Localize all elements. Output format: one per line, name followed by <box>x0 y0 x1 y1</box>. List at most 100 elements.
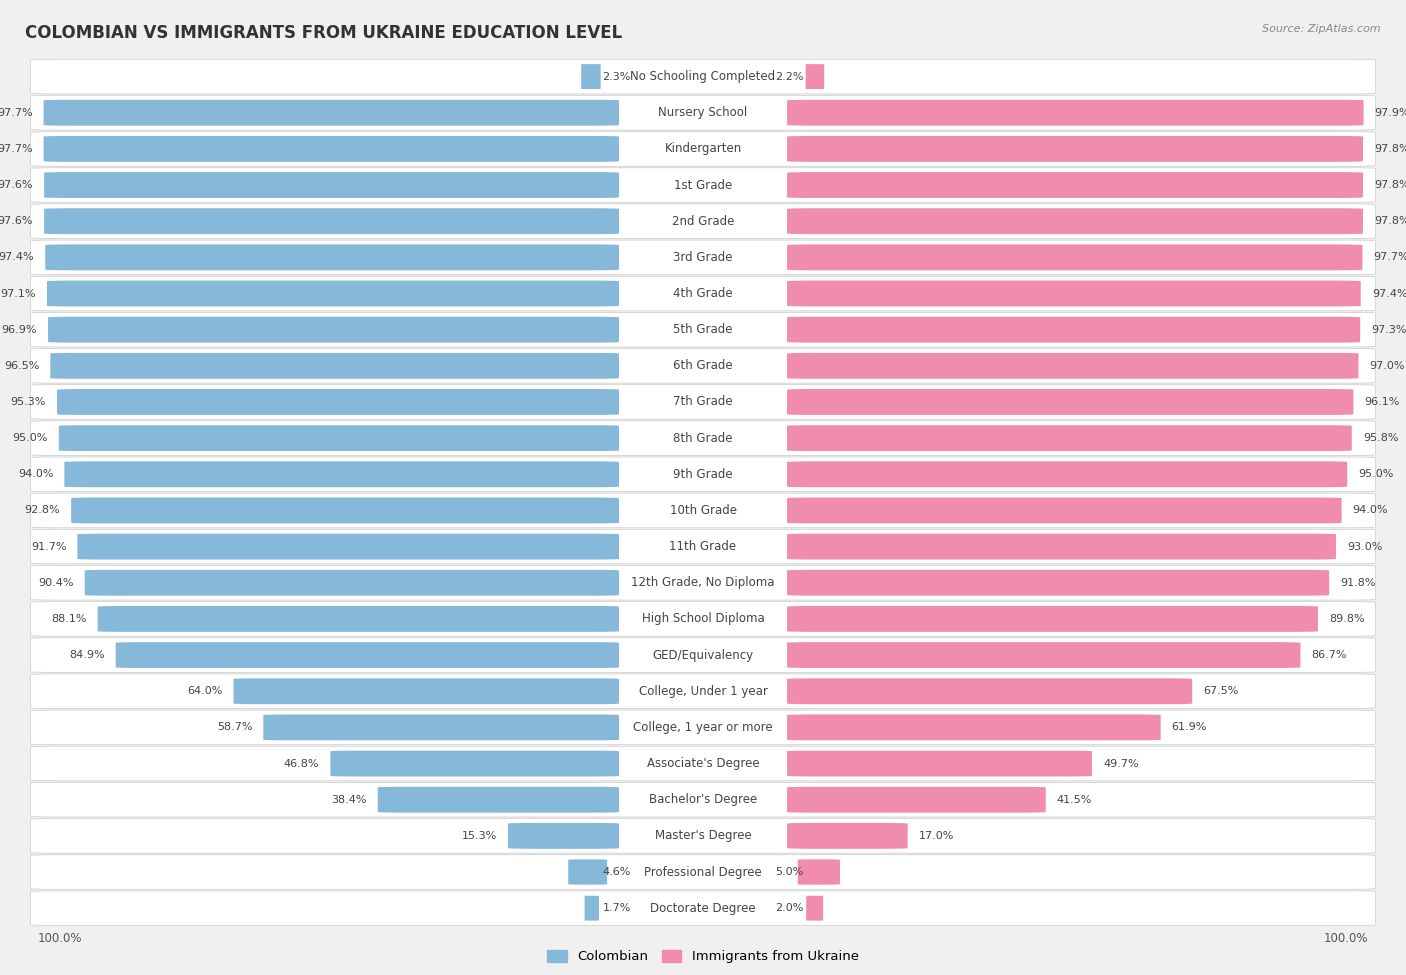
FancyBboxPatch shape <box>31 819 1375 853</box>
FancyBboxPatch shape <box>44 136 619 162</box>
FancyBboxPatch shape <box>31 96 1375 130</box>
FancyBboxPatch shape <box>58 389 619 415</box>
Text: Bachelor's Degree: Bachelor's Degree <box>650 794 756 806</box>
Text: 67.5%: 67.5% <box>1204 686 1239 696</box>
FancyBboxPatch shape <box>797 859 839 884</box>
FancyBboxPatch shape <box>72 497 619 524</box>
FancyBboxPatch shape <box>84 569 619 596</box>
Text: Nursery School: Nursery School <box>658 106 748 119</box>
Text: 93.0%: 93.0% <box>1347 541 1382 552</box>
Text: 96.5%: 96.5% <box>4 361 39 370</box>
Text: 49.7%: 49.7% <box>1102 759 1139 768</box>
FancyBboxPatch shape <box>31 782 1375 817</box>
FancyBboxPatch shape <box>65 461 619 488</box>
FancyBboxPatch shape <box>787 209 1362 234</box>
Text: 91.8%: 91.8% <box>1340 578 1375 588</box>
FancyBboxPatch shape <box>787 497 1341 524</box>
FancyBboxPatch shape <box>115 643 619 668</box>
Text: 64.0%: 64.0% <box>187 686 222 696</box>
FancyBboxPatch shape <box>787 281 1361 306</box>
FancyBboxPatch shape <box>44 173 619 198</box>
FancyBboxPatch shape <box>31 59 1375 94</box>
FancyBboxPatch shape <box>51 353 619 378</box>
FancyBboxPatch shape <box>233 679 619 704</box>
FancyBboxPatch shape <box>787 823 908 849</box>
Text: 84.9%: 84.9% <box>69 650 104 660</box>
Text: 8th Grade: 8th Grade <box>673 432 733 445</box>
Text: 3rd Grade: 3rd Grade <box>673 251 733 264</box>
FancyBboxPatch shape <box>77 533 619 560</box>
Text: Master's Degree: Master's Degree <box>655 830 751 842</box>
Text: Kindergarten: Kindergarten <box>665 142 741 155</box>
Text: 97.8%: 97.8% <box>1374 144 1406 154</box>
Text: 15.3%: 15.3% <box>461 831 496 840</box>
FancyBboxPatch shape <box>31 276 1375 311</box>
FancyBboxPatch shape <box>787 389 1354 415</box>
Text: 7th Grade: 7th Grade <box>673 396 733 409</box>
FancyBboxPatch shape <box>787 353 1358 378</box>
Text: 100.0%: 100.0% <box>1324 932 1368 946</box>
FancyBboxPatch shape <box>787 461 1347 488</box>
FancyBboxPatch shape <box>59 425 619 451</box>
FancyBboxPatch shape <box>585 896 599 920</box>
Text: 1.7%: 1.7% <box>602 903 631 914</box>
Text: 97.4%: 97.4% <box>1372 289 1406 298</box>
FancyBboxPatch shape <box>508 823 619 849</box>
Text: 9th Grade: 9th Grade <box>673 468 733 481</box>
FancyBboxPatch shape <box>787 751 1092 776</box>
Text: College, Under 1 year: College, Under 1 year <box>638 684 768 698</box>
Text: 2.0%: 2.0% <box>775 903 804 914</box>
Text: 4.6%: 4.6% <box>602 867 631 878</box>
Text: 97.6%: 97.6% <box>0 216 34 226</box>
FancyBboxPatch shape <box>31 710 1375 745</box>
Text: 58.7%: 58.7% <box>217 722 252 732</box>
Text: 97.7%: 97.7% <box>0 107 32 118</box>
FancyBboxPatch shape <box>46 281 619 306</box>
Text: 97.8%: 97.8% <box>1374 180 1406 190</box>
FancyBboxPatch shape <box>787 569 1329 596</box>
Text: 1st Grade: 1st Grade <box>673 178 733 191</box>
Text: 97.1%: 97.1% <box>0 289 37 298</box>
Text: 2.3%: 2.3% <box>602 71 631 82</box>
FancyBboxPatch shape <box>806 64 824 89</box>
Text: No Schooling Completed: No Schooling Completed <box>630 70 776 83</box>
FancyBboxPatch shape <box>787 245 1362 270</box>
Text: 97.7%: 97.7% <box>1374 253 1406 262</box>
FancyBboxPatch shape <box>31 674 1375 709</box>
FancyBboxPatch shape <box>31 168 1375 203</box>
Text: 6th Grade: 6th Grade <box>673 360 733 372</box>
FancyBboxPatch shape <box>31 529 1375 564</box>
FancyBboxPatch shape <box>787 425 1351 451</box>
Text: 97.8%: 97.8% <box>1374 216 1406 226</box>
FancyBboxPatch shape <box>568 859 607 884</box>
Text: 94.0%: 94.0% <box>18 469 53 480</box>
Text: Source: ZipAtlas.com: Source: ZipAtlas.com <box>1263 24 1381 34</box>
FancyBboxPatch shape <box>31 638 1375 673</box>
FancyBboxPatch shape <box>787 173 1362 198</box>
Text: 97.0%: 97.0% <box>1369 361 1405 370</box>
FancyBboxPatch shape <box>31 746 1375 781</box>
Text: 92.8%: 92.8% <box>24 505 60 516</box>
Text: 89.8%: 89.8% <box>1329 614 1365 624</box>
Text: 97.7%: 97.7% <box>0 144 32 154</box>
FancyBboxPatch shape <box>787 136 1362 162</box>
FancyBboxPatch shape <box>787 606 1317 632</box>
Text: COLOMBIAN VS IMMIGRANTS FROM UKRAINE EDUCATION LEVEL: COLOMBIAN VS IMMIGRANTS FROM UKRAINE EDU… <box>25 24 623 42</box>
FancyBboxPatch shape <box>48 317 619 342</box>
FancyBboxPatch shape <box>787 99 1364 126</box>
Text: 4th Grade: 4th Grade <box>673 287 733 300</box>
Text: 94.0%: 94.0% <box>1353 505 1388 516</box>
FancyBboxPatch shape <box>330 751 619 776</box>
Text: High School Diploma: High School Diploma <box>641 612 765 625</box>
Text: 97.9%: 97.9% <box>1375 107 1406 118</box>
Text: 5th Grade: 5th Grade <box>673 323 733 336</box>
FancyBboxPatch shape <box>44 99 619 126</box>
Text: 38.4%: 38.4% <box>332 795 367 804</box>
Text: 2nd Grade: 2nd Grade <box>672 214 734 228</box>
Text: 91.7%: 91.7% <box>31 541 66 552</box>
FancyBboxPatch shape <box>44 209 619 234</box>
FancyBboxPatch shape <box>31 891 1375 925</box>
Text: 97.6%: 97.6% <box>0 180 34 190</box>
Text: 41.5%: 41.5% <box>1057 795 1092 804</box>
Text: 95.8%: 95.8% <box>1362 433 1398 444</box>
